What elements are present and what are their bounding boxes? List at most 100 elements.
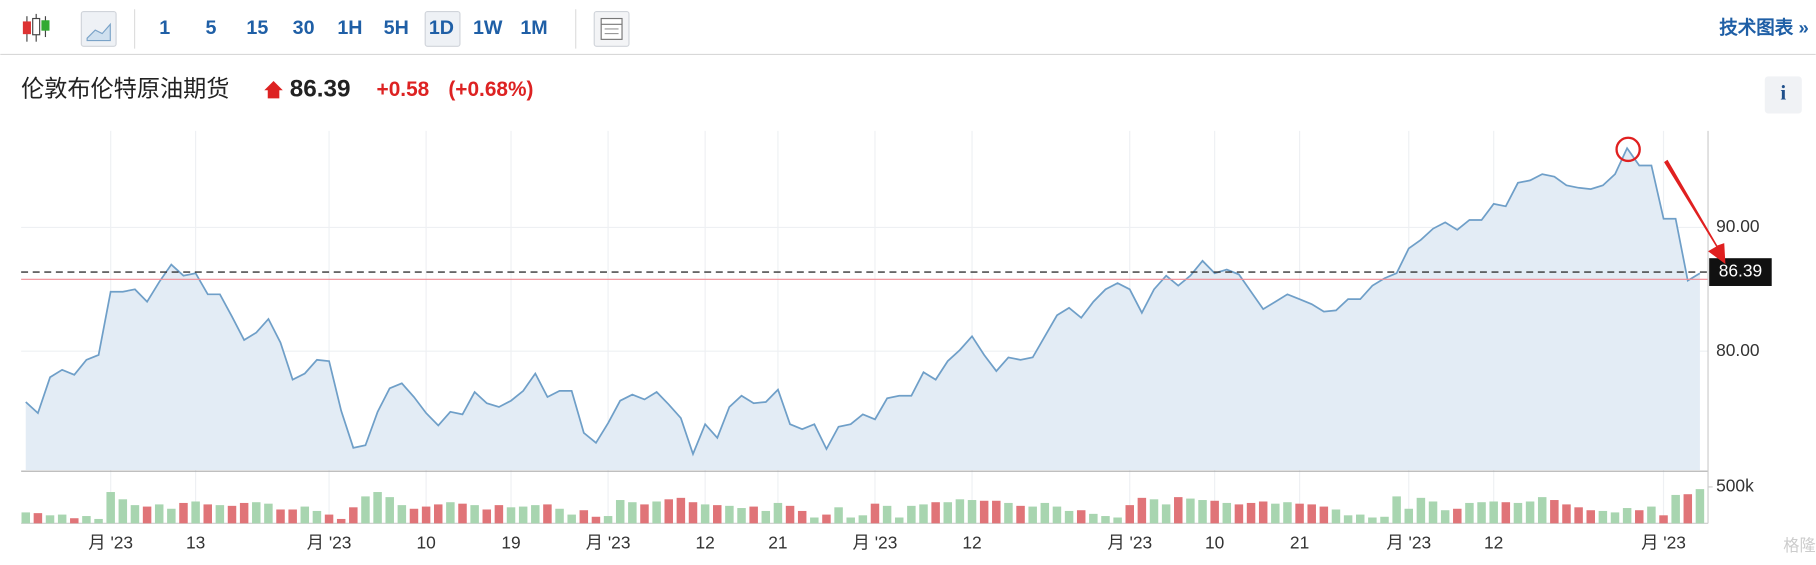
interval-button[interactable]: 30 (293, 17, 315, 39)
interval-button[interactable]: 5H (384, 17, 409, 39)
volume-bar (1210, 500, 1219, 524)
x-tick-label: 21 (768, 533, 787, 553)
volume-bar (1586, 510, 1595, 524)
volume-bar (858, 515, 868, 524)
volume-bar (70, 518, 79, 524)
volume-bar (142, 506, 152, 524)
volume-bar (1574, 507, 1583, 524)
volume-bar (1222, 502, 1232, 524)
interval-button[interactable]: 1W (473, 17, 503, 39)
volume-bar (167, 508, 176, 524)
y-tick-label: 80.00 (1716, 340, 1759, 360)
layout-icon[interactable] (593, 10, 630, 47)
volume-bar (1004, 502, 1013, 524)
volume-bar (1246, 502, 1256, 524)
volume-bar (1404, 508, 1414, 524)
info-label: i (1780, 81, 1786, 105)
volume-bar (700, 504, 710, 524)
volume-bar (870, 503, 880, 524)
volume-bar (1671, 494, 1680, 524)
volume-bar (82, 516, 91, 524)
volume-bar (1659, 515, 1668, 524)
volume-bar (603, 516, 613, 524)
volume-bar (57, 514, 67, 524)
volume-bar (992, 500, 1001, 524)
volume-bar (264, 503, 273, 524)
volume-bar (239, 502, 249, 524)
interval-button[interactable]: 1D (429, 17, 454, 39)
volume-bar (664, 499, 673, 524)
volume-bar (1028, 506, 1037, 524)
volume-bar (615, 500, 625, 524)
volume-bar (955, 499, 965, 524)
volume-bar (1695, 489, 1705, 524)
volume-bar (931, 502, 940, 524)
x-tick-label: 12 (1484, 533, 1503, 553)
volume-bar (943, 502, 953, 524)
volume-bar (1101, 516, 1110, 524)
x-tick-label: 月 '23 (307, 533, 352, 553)
volume-bar (349, 507, 358, 524)
volume-bar (33, 513, 43, 524)
volume-bar (1453, 508, 1462, 524)
technical-chart-link[interactable]: 技术图表 » (1719, 17, 1809, 38)
volume-bar (361, 496, 370, 524)
volume-bar (1089, 513, 1098, 524)
volume-bar (227, 505, 237, 524)
interval-button[interactable]: 5 (206, 17, 217, 39)
volume-bar (203, 504, 212, 524)
x-tick-label: 月 '23 (586, 533, 631, 553)
interval-button[interactable]: 15 (246, 17, 268, 39)
volume-bar (725, 505, 734, 524)
instrument-title: 伦敦布伦特原油期货 (21, 75, 229, 101)
volume-bar (1040, 502, 1050, 524)
volume-bar (737, 508, 746, 524)
volume-bar (494, 505, 504, 524)
volume-bar (1610, 512, 1620, 524)
volume-bar (688, 502, 698, 524)
annotation (1615, 136, 1726, 264)
volume-bar (312, 510, 322, 524)
volume-bar (555, 508, 564, 524)
volume-bar (409, 508, 419, 524)
volume-bar (822, 514, 831, 524)
volume-bar (1137, 497, 1147, 524)
volume-bar (1416, 497, 1426, 524)
info-button[interactable] (1764, 76, 1802, 114)
volume-bar (810, 517, 819, 524)
x-tick-label: 21 (1290, 533, 1309, 553)
interval-button[interactable]: 1 (159, 17, 170, 39)
change-percent: (+0.68%) (448, 78, 533, 101)
watermark: 格隆汇 (1783, 537, 1816, 555)
volume-bar (288, 509, 297, 524)
volume-bar (433, 504, 443, 524)
volume-bar (713, 505, 722, 524)
candle-icon[interactable] (22, 13, 50, 42)
volume-bar (1161, 504, 1171, 524)
volume-bar (1125, 505, 1134, 524)
interval-button[interactable]: 1M (520, 17, 547, 39)
volume-bar (45, 515, 55, 524)
volume-bar (1501, 502, 1511, 524)
volume-bar (846, 517, 855, 524)
volume-bar (1174, 497, 1183, 524)
volume-bar (1598, 510, 1608, 524)
volume-bar (640, 504, 649, 524)
volume-bar (1331, 509, 1341, 524)
volume-bar (1258, 501, 1268, 524)
volume-bar (1635, 510, 1644, 524)
volume-bar (749, 506, 758, 524)
volume-bar (215, 505, 225, 524)
volume-bar (1392, 496, 1401, 524)
area-icon-shape (86, 22, 111, 42)
volume-bar (154, 504, 164, 524)
volume-bar (1186, 498, 1195, 524)
volume-bar (446, 502, 455, 524)
volume-bar (276, 509, 285, 524)
x-tick-label: 10 (1205, 533, 1224, 553)
interval-button[interactable]: 1H (337, 17, 362, 39)
volume-bar (324, 514, 334, 524)
volume-bar (336, 518, 346, 524)
